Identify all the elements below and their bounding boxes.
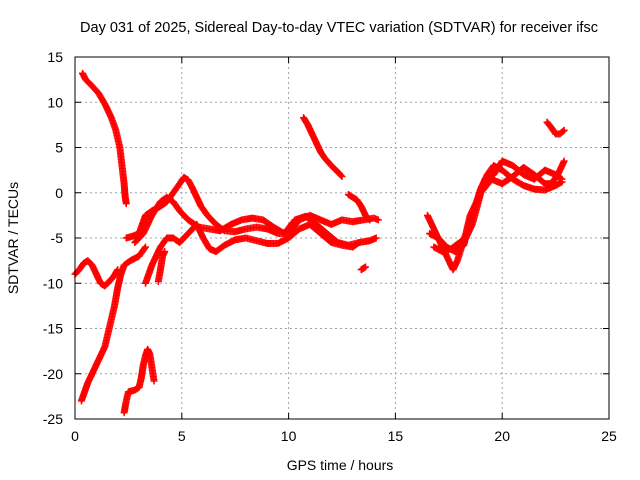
y-tick-label: -10 [43, 275, 63, 291]
y-tick-label: -25 [43, 411, 63, 427]
x-tick-label: 25 [601, 428, 617, 444]
chart-title: Day 031 of 2025, Sidereal Day-to-day VTE… [80, 20, 598, 36]
y-tick-label: -20 [43, 366, 63, 382]
y-tick-label: 10 [47, 94, 63, 110]
grid-lines [75, 57, 609, 419]
data-point-lower-band [354, 239, 362, 247]
x-tick-label: 0 [71, 428, 79, 444]
y-tick-label: 15 [47, 49, 63, 65]
data-point-after-gap-b [361, 263, 369, 271]
x-tick-label: 10 [281, 428, 297, 444]
x-axis-ticks: 0 5 10 15 20 25 [71, 57, 617, 444]
data-point-after-gap-a [366, 216, 374, 224]
x-tick-label: 15 [388, 428, 404, 444]
y-tick-label: -5 [51, 230, 64, 246]
data-point-mid-arc [338, 172, 346, 180]
y-axis-label: SDTVAR / TECUs [5, 182, 21, 294]
data-point-middle-band [372, 234, 380, 242]
data-point-late-band-b [558, 175, 566, 183]
data-point-upper-band [374, 216, 382, 224]
data-point-late-band-c [560, 157, 568, 165]
data-point-mid-arc [337, 171, 345, 179]
data-point-rising-arc [141, 243, 149, 251]
y-tick-label: 0 [55, 185, 63, 201]
data-point-early-band [114, 266, 122, 274]
data-point-short-segment [161, 248, 169, 256]
data-point-late-top [559, 127, 567, 135]
y-tick-label: -15 [43, 321, 63, 337]
data-point-falling-arc [122, 200, 130, 208]
data-marks [71, 69, 568, 417]
x-tick-label: 5 [178, 428, 186, 444]
y-tick-label: 5 [55, 140, 63, 156]
data-point-late-top [560, 126, 568, 134]
data-point-lower-band [355, 239, 363, 247]
x-tick-label: 20 [494, 428, 510, 444]
data-point-low-segment [150, 377, 158, 385]
data-point-after-gap-a [365, 215, 373, 223]
y-axis-ticks: -25 -20 -15 -10 -5 0 5 10 15 [43, 49, 609, 427]
x-axis-label: GPS time / hours [287, 457, 394, 473]
data-point-rising-arc [141, 244, 149, 252]
